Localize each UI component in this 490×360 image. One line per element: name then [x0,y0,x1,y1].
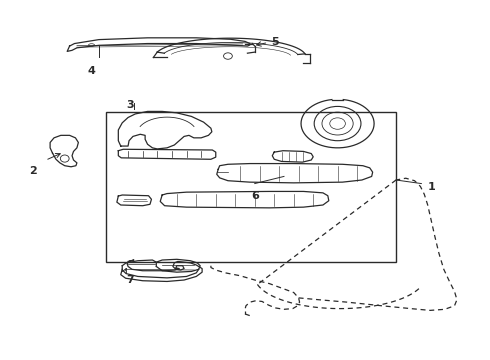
Bar [106,112,396,262]
Text: 6: 6 [251,191,259,201]
Text: 1: 1 [428,182,436,192]
Text: 4: 4 [88,66,96,76]
Text: 7: 7 [126,275,134,285]
Text: 5: 5 [271,37,278,48]
Text: 3: 3 [127,100,134,111]
Text: 2: 2 [29,166,37,176]
